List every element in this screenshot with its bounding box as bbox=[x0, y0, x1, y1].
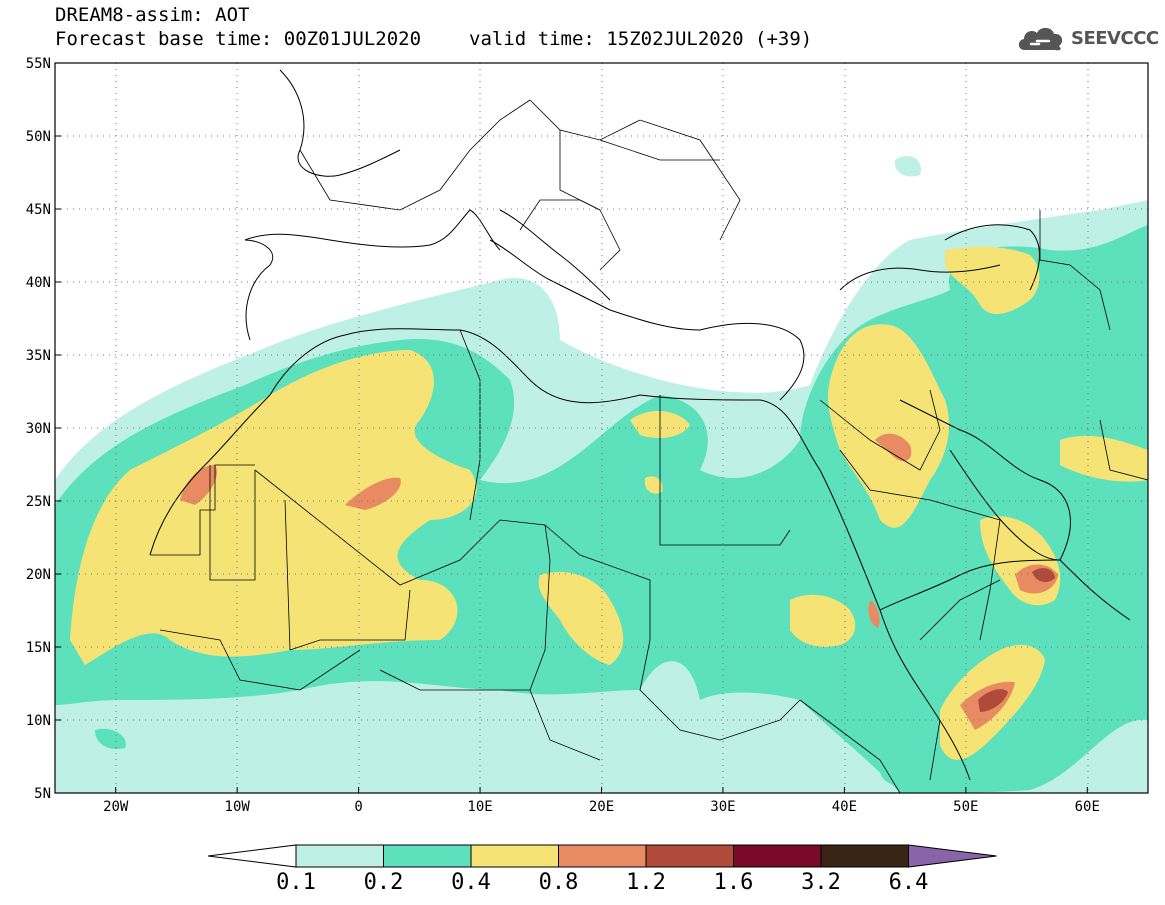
colorbar-segment bbox=[295, 844, 384, 868]
lon-tick-label: 20E bbox=[589, 799, 614, 815]
map-title: DREAM8-assim: AOT bbox=[55, 4, 250, 26]
lat-tick-label: 25N bbox=[26, 494, 51, 510]
lon-tick-label: 0 bbox=[354, 799, 362, 815]
colorbar-label: 0.1 bbox=[276, 870, 316, 895]
colorbar-segment bbox=[820, 844, 909, 868]
coastlines bbox=[149, 69, 1131, 781]
colorbar-label: 3.2 bbox=[801, 870, 841, 895]
colorbar-label: 0.8 bbox=[539, 870, 579, 895]
lon-tick-label: 30E bbox=[710, 799, 735, 815]
lon-tick-label: 60E bbox=[1075, 799, 1100, 815]
lat-tick-label: 5N bbox=[34, 786, 51, 802]
graticule bbox=[55, 63, 1148, 793]
colorbar-segment bbox=[733, 844, 822, 868]
colorbar-segment bbox=[558, 844, 647, 868]
lon-tick-label: 40E bbox=[832, 799, 857, 815]
lat-tick-label: 20N bbox=[26, 567, 51, 583]
lat-tick-label: 10N bbox=[26, 713, 51, 729]
colorbar-segment bbox=[470, 844, 559, 868]
colorbar-label: 0.4 bbox=[451, 870, 491, 895]
colorbar-segment bbox=[645, 844, 734, 868]
colorbar-label: 6.4 bbox=[889, 870, 929, 895]
lat-tick-label: 55N bbox=[26, 56, 51, 72]
colorbar-under-arrow bbox=[207, 844, 297, 868]
lon-tick-label: 50E bbox=[953, 799, 978, 815]
borders bbox=[150, 99, 1148, 793]
valid-time: valid time: 15Z02JUL2020 (+39) bbox=[469, 28, 813, 50]
aot-level-1.2 bbox=[978, 568, 1055, 712]
time-info: Forecast base time: 00Z01JUL2020 valid ti… bbox=[55, 28, 812, 50]
aot-level-0.4 bbox=[70, 246, 1148, 760]
lat-tick-label: 15N bbox=[26, 640, 51, 656]
colorbar-label: 1.2 bbox=[626, 870, 666, 895]
lat-tick-label: 35N bbox=[26, 348, 51, 364]
longitude-ticks: 20W 10W 0 10E 20E 30E 40E 50E 60E bbox=[103, 787, 1100, 815]
lat-tick-label: 40N bbox=[26, 275, 51, 291]
lat-tick-label: 50N bbox=[26, 129, 51, 145]
aot-contours bbox=[55, 155, 1148, 793]
lon-tick-label: 10E bbox=[467, 799, 492, 815]
logo: SEEVCCC bbox=[1015, 24, 1159, 52]
colorbar: 0.1 0.2 0.4 0.8 1.2 1.6 3.2 6.4 bbox=[207, 844, 997, 895]
lon-tick-label: 20W bbox=[103, 799, 129, 815]
latitude-ticks: 5N 10N 15N 20N 25N 30N 35N 40N 45N 50N 55N bbox=[26, 56, 61, 802]
colorbar-label: 1.6 bbox=[714, 870, 754, 895]
cloud-icon bbox=[1018, 27, 1063, 51]
base-time: Forecast base time: 00Z01JUL2020 bbox=[55, 28, 422, 50]
lat-tick-label: 30N bbox=[26, 421, 51, 437]
colorbar-label: 0.2 bbox=[364, 870, 404, 895]
colorbar-over-arrow bbox=[908, 844, 997, 868]
colorbar-segment bbox=[383, 844, 472, 868]
lon-tick-label: 10W bbox=[225, 799, 251, 815]
lat-tick-label: 45N bbox=[26, 202, 51, 218]
logo-text: SEEVCCC bbox=[1071, 27, 1159, 49]
